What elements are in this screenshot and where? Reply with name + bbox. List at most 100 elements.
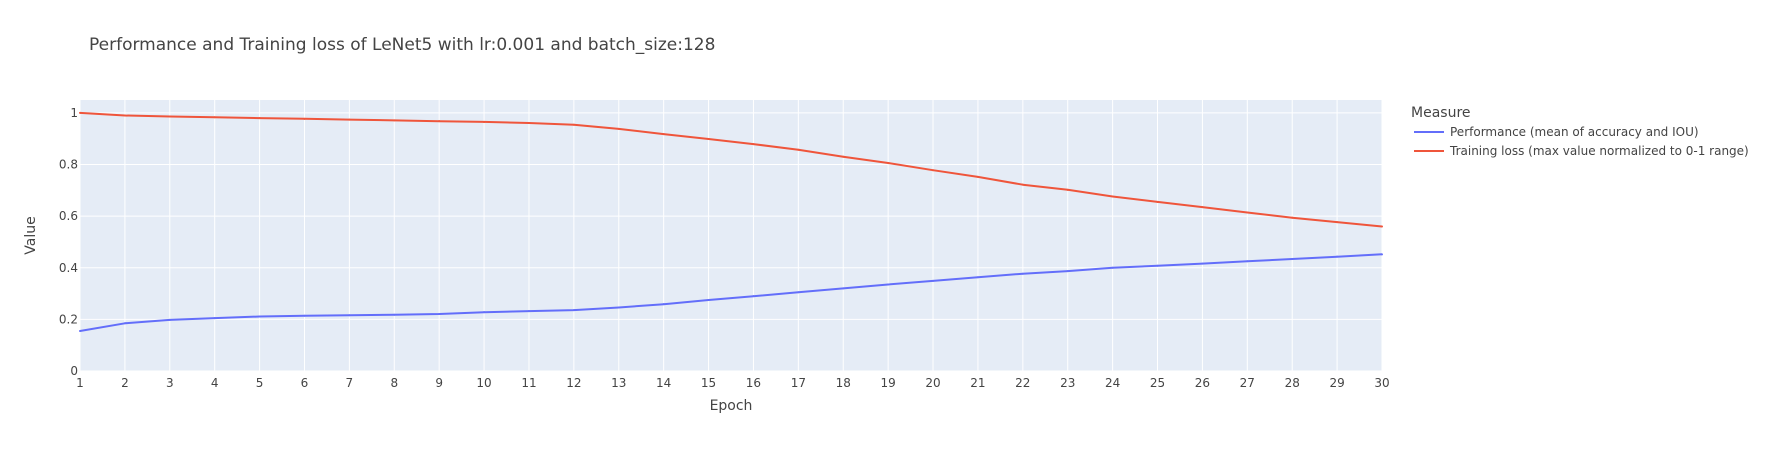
series-1-point xyxy=(1336,221,1339,224)
series-0-point xyxy=(483,311,486,314)
series-line-1 xyxy=(79,111,1383,228)
grid-lines xyxy=(79,100,1383,372)
series-1-point xyxy=(797,148,800,151)
series-0-point xyxy=(1066,270,1069,273)
series-0-point xyxy=(1111,266,1114,269)
x-tick-label: 24 xyxy=(1105,376,1120,390)
x-axis-title: Epoch xyxy=(710,398,753,414)
series-1-point xyxy=(438,120,441,123)
series-1-point xyxy=(123,114,126,117)
series-0-point xyxy=(887,283,890,286)
series-0-point xyxy=(752,295,755,298)
series-0-point xyxy=(707,299,710,302)
series-0-point xyxy=(1336,255,1339,258)
x-tick-label: 19 xyxy=(880,376,895,390)
chart-title: Performance and Training loss of LeNet5 … xyxy=(89,35,715,55)
x-tick-label: 2 xyxy=(121,376,129,390)
series-1-point xyxy=(1246,211,1249,214)
y-axis-title: Value xyxy=(23,216,39,254)
series-0-point xyxy=(572,309,575,312)
series-0-point xyxy=(527,310,530,313)
series-1-point xyxy=(1381,225,1383,228)
series-1-point xyxy=(887,161,890,164)
x-tick-label: 29 xyxy=(1329,376,1344,390)
series-0-point xyxy=(348,314,351,317)
x-tick-label: 1 xyxy=(76,376,84,390)
series-1-point xyxy=(348,118,351,121)
series-0-point xyxy=(617,306,620,309)
y-tick-label: 0.2 xyxy=(59,312,78,326)
series-0-point xyxy=(1156,264,1159,267)
series-1-point xyxy=(572,123,575,126)
plot-area xyxy=(80,100,1382,371)
series-0-point xyxy=(1201,262,1204,265)
x-tick-label: 11 xyxy=(521,376,536,390)
series-0-point xyxy=(213,317,216,320)
series-0-point xyxy=(1291,257,1294,260)
x-tick-label: 10 xyxy=(476,376,491,390)
x-tick-label: 28 xyxy=(1285,376,1300,390)
x-tick-label: 13 xyxy=(611,376,626,390)
x-tick-label: 9 xyxy=(435,376,443,390)
x-tick-label: 20 xyxy=(925,376,940,390)
y-axis-ticks: 0 0.2 0.4 0.6 0.8 1 xyxy=(59,106,78,378)
series-1-point xyxy=(752,143,755,146)
series-1-point xyxy=(393,119,396,122)
series-0-point xyxy=(1246,260,1249,263)
series-1-point xyxy=(1111,195,1114,198)
x-tick-label: 3 xyxy=(166,376,174,390)
x-tick-label: 15 xyxy=(701,376,716,390)
series-0-point xyxy=(303,314,306,317)
x-tick-label: 14 xyxy=(656,376,671,390)
series-line-0 xyxy=(79,253,1383,332)
x-tick-label: 22 xyxy=(1015,376,1030,390)
series-0-point xyxy=(976,276,979,279)
series-1-point xyxy=(1021,183,1024,186)
series-0-point xyxy=(168,318,171,321)
series-0-point xyxy=(79,329,81,332)
legend: Measure Performance (mean of accuracy an… xyxy=(1411,105,1749,158)
x-tick-label: 4 xyxy=(211,376,219,390)
y-tick-label: 1 xyxy=(70,106,78,120)
x-tick-label: 23 xyxy=(1060,376,1075,390)
series-0-point xyxy=(842,287,845,290)
y-tick-label: 0 xyxy=(70,364,78,378)
series-1-point xyxy=(976,175,979,178)
x-tick-label: 26 xyxy=(1195,376,1210,390)
x-tick-label: 30 xyxy=(1374,376,1389,390)
x-axis-ticks: 1 2 3 4 5 6 7 8 9 10 11 12 13 14 15 16 17 18 19 20 21 22 23 24 2… xyxy=(76,376,1389,390)
series-1-point xyxy=(1291,216,1294,219)
series-0-point xyxy=(123,322,126,325)
series-1-point xyxy=(662,133,665,136)
series-1-point xyxy=(303,117,306,120)
series-1-point xyxy=(617,127,620,130)
series-1-point xyxy=(483,120,486,123)
series-0-point xyxy=(797,291,800,294)
series-1-point xyxy=(1156,200,1159,203)
series-0-point xyxy=(1381,253,1383,256)
x-tick-label: 18 xyxy=(836,376,851,390)
series-1-point xyxy=(932,169,935,172)
x-tick-label: 7 xyxy=(346,376,354,390)
series-1-point xyxy=(842,155,845,158)
series-1-point xyxy=(1201,206,1204,209)
series-0-point xyxy=(258,315,261,318)
series-0-point xyxy=(662,303,665,306)
legend-entry-1: Training loss (max value normalized to 0… xyxy=(1449,144,1749,158)
y-tick-label: 0.8 xyxy=(59,158,78,172)
series-1-point xyxy=(213,116,216,119)
y-tick-label: 0.6 xyxy=(59,209,78,223)
series-0-point xyxy=(1021,272,1024,275)
series-1-point xyxy=(527,121,530,124)
series-layer xyxy=(79,111,1383,332)
series-0-point xyxy=(438,312,441,315)
series-0-point xyxy=(932,279,935,282)
x-tick-label: 5 xyxy=(256,376,264,390)
x-tick-label: 25 xyxy=(1150,376,1165,390)
series-1-point xyxy=(1066,188,1069,191)
series-1-point xyxy=(79,111,81,114)
x-tick-label: 27 xyxy=(1240,376,1255,390)
series-1-point xyxy=(258,117,261,120)
series-1-point xyxy=(707,137,710,140)
